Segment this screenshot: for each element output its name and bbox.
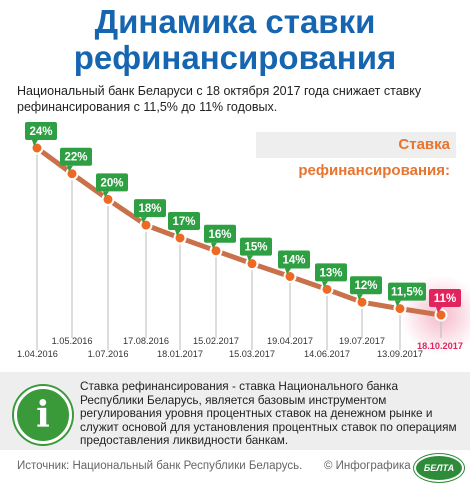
data-point [173, 231, 187, 245]
data-label: 22% [64, 152, 87, 164]
value-badge-pointer [357, 294, 363, 301]
date-label: 15.03.2017 [229, 349, 275, 359]
data-label: 11,5% [391, 287, 423, 299]
data-point [283, 270, 297, 283]
data-point [355, 295, 369, 309]
value-badge [204, 224, 236, 243]
data-point [101, 192, 115, 206]
data-point [139, 218, 153, 232]
source-note: Источник: Национальный банк Республики Б… [17, 460, 303, 472]
subtitle: Национальный банк Беларуси с 18 октября … [17, 84, 422, 114]
rate-chart: 24% 22% 20% 18% 17% 16% 15% 14% 13% 12% 11,5% 11% 1… [17, 122, 470, 359]
date-label: 13.09.2017 [377, 349, 423, 359]
data-point [434, 308, 448, 322]
credit-note: © Инфографика [324, 460, 411, 472]
data-point [245, 257, 259, 271]
value-badge-pointer [67, 165, 73, 172]
date-label: 15.02.2017 [193, 336, 239, 346]
date-label: 14.06.2017 [304, 349, 350, 359]
data-label: 20% [100, 177, 123, 189]
info-band [0, 372, 470, 450]
value-badge [60, 147, 92, 166]
data-label: 18% [138, 203, 161, 215]
value-badge [388, 282, 426, 301]
value-badge [134, 199, 166, 218]
data-point [209, 244, 223, 258]
value-badge-pointer [247, 255, 253, 262]
value-badge-pointer [175, 229, 181, 236]
page-title-line-1: Динамика ставки [94, 3, 376, 40]
data-point [320, 282, 334, 296]
value-badge [315, 263, 347, 282]
data-label: 16% [208, 229, 231, 241]
data-label: 11% [434, 293, 456, 305]
value-badge-pointer [436, 307, 442, 314]
value-badge-pointer [322, 281, 328, 288]
data-point [393, 302, 407, 316]
data-label: 17% [172, 216, 195, 228]
value-badge [240, 237, 272, 256]
date-label: 1.05.2016 [52, 336, 93, 346]
value-badge-pointer [211, 242, 217, 249]
date-label: 18.10.2017 [417, 341, 463, 351]
value-badge-pointer [32, 140, 38, 146]
data-label: 14% [282, 255, 305, 267]
value-badge [429, 289, 461, 308]
belta-logo: БЕЛТА [414, 454, 464, 482]
info-icon: i [14, 386, 72, 444]
value-badge [278, 250, 310, 269]
data-point [65, 167, 79, 181]
date-label: 1.04.2016 [17, 349, 58, 359]
value-badge-pointer [285, 268, 291, 275]
date-label: 17.08.2016 [123, 336, 169, 346]
data-label: 13% [319, 267, 342, 279]
data-point [30, 141, 44, 155]
rate-label: Ставка рефинансирования: [256, 132, 456, 179]
date-label: 19.04.2017 [267, 336, 313, 346]
data-label: 15% [244, 242, 267, 254]
value-badge-pointer [395, 300, 401, 307]
data-label: 12% [354, 280, 377, 292]
value-badge-pointer [103, 191, 109, 198]
value-badge [96, 173, 128, 192]
value-badge [168, 211, 200, 230]
value-badge [350, 276, 382, 295]
page-title-line-2: рефинансирования [73, 39, 397, 76]
date-label: 19.07.2017 [339, 336, 385, 346]
date-label: 1.07.2016 [88, 349, 129, 359]
value-badge-pointer [141, 217, 147, 224]
info-text: Ставка рефинансирования - ставка Национа… [80, 379, 457, 447]
date-label: 18.01.2017 [157, 349, 203, 359]
value-badge [25, 122, 57, 140]
data-label: 24% [29, 126, 52, 138]
